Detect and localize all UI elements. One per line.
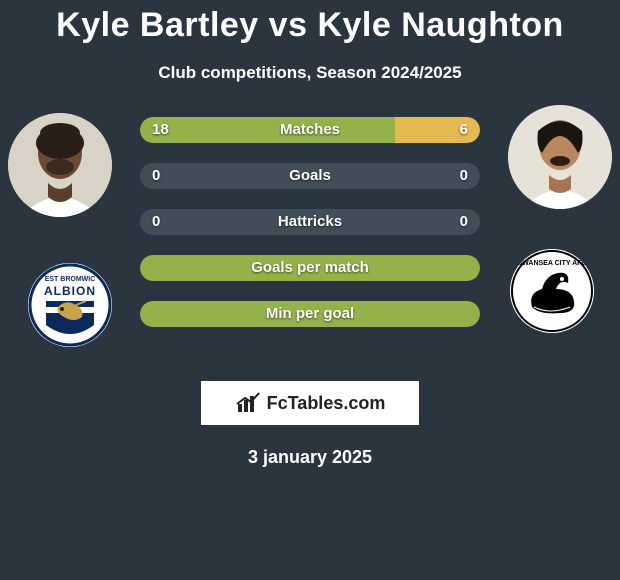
title-player2: Kyle Naughton — [317, 6, 563, 44]
stat-label: Min per goal — [140, 301, 480, 327]
watermark-text: FcTables.com — [267, 393, 386, 414]
svg-text:SWANSEA CITY AFC: SWANSEA CITY AFC — [518, 260, 587, 267]
player2-club-badge: SWANSEA CITY AFC — [510, 249, 594, 333]
stat-label: Goals per match — [140, 255, 480, 281]
stat-row-goals-per-match: Goals per match — [140, 255, 480, 281]
title-player1: Kyle Bartley — [56, 6, 259, 44]
club-badge-icon: SWANSEA CITY AFC — [510, 249, 594, 333]
avatar-icon — [8, 113, 112, 217]
stat-label: Matches — [140, 117, 480, 143]
stat-row-min-per-goal: Min per goal — [140, 301, 480, 327]
player1-avatar — [8, 113, 112, 217]
svg-text:ALBION: ALBION — [44, 284, 96, 298]
watermark-badge: FcTables.com — [201, 381, 419, 425]
chart-icon — [235, 390, 261, 416]
stat-label: Hattricks — [140, 209, 480, 235]
title-vs: vs — [269, 6, 308, 44]
stat-value-right: 0 — [460, 163, 468, 189]
comparison-card: Kyle Bartley vs Kyle Naughton Club compe… — [0, 0, 620, 468]
date-text: 3 january 2025 — [0, 447, 620, 468]
stat-row-matches: 18 Matches 6 — [140, 117, 480, 143]
avatar-icon — [508, 105, 612, 209]
stat-value-right: 6 — [460, 117, 468, 143]
stat-label: Goals — [140, 163, 480, 189]
stat-value-right: 0 — [460, 209, 468, 235]
club-badge-icon: EST BROMWIC ALBION — [28, 263, 112, 347]
stat-row-goals: 0 Goals 0 — [140, 163, 480, 189]
stat-row-hattricks: 0 Hattricks 0 — [140, 209, 480, 235]
player2-avatar — [508, 105, 612, 209]
stat-bars: 18 Matches 6 0 Goals 0 0 Hattricks 0 — [140, 117, 480, 347]
subtitle: Club competitions, Season 2024/2025 — [0, 63, 620, 83]
page-title: Kyle Bartley vs Kyle Naughton — [0, 6, 620, 45]
player1-club-badge: EST BROMWIC ALBION — [28, 263, 112, 347]
comparison-body: EST BROMWIC ALBION SWANSEA CITY AFC — [0, 113, 620, 373]
svg-text:EST BROMWIC: EST BROMWIC — [45, 276, 96, 283]
